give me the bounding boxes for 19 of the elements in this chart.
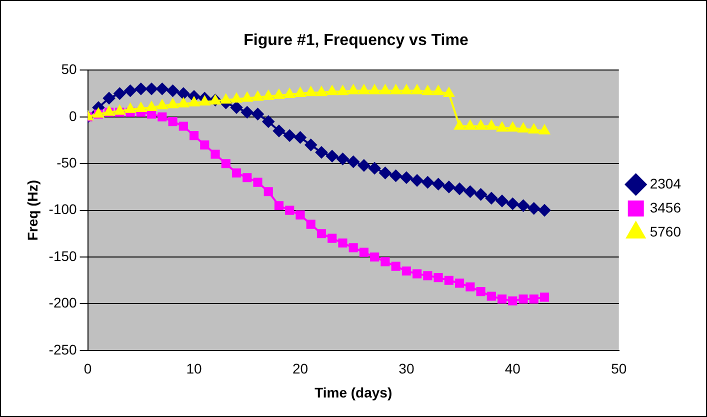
y-axis-title: Freq (Hz) — [24, 180, 40, 241]
x-tick-label: 20 — [292, 360, 308, 377]
y-tick-label: -50 — [56, 154, 78, 170]
legend-label: 5760 — [650, 223, 682, 240]
x-tick-label: 10 — [186, 360, 202, 377]
y-tick-label: 50 — [61, 61, 78, 78]
x-tick-label: 50 — [611, 360, 627, 377]
y-tick-label: -150 — [48, 248, 78, 264]
x-tick-label: 0 — [84, 360, 92, 377]
y-tick-label: -200 — [48, 294, 78, 311]
chart-title: Figure #1, Frequency vs Time — [244, 32, 468, 50]
y-tick-label: -250 — [48, 341, 78, 358]
legend-label: 2304 — [650, 175, 682, 192]
legend-label: 3456 — [650, 199, 682, 216]
y-tick-label: 0 — [69, 108, 78, 124]
x-tick-label: 30 — [398, 360, 414, 377]
x-tick-label: 40 — [504, 360, 521, 377]
y-tick-label: -100 — [48, 201, 78, 218]
x-axis-title: Time (days) — [314, 384, 392, 400]
